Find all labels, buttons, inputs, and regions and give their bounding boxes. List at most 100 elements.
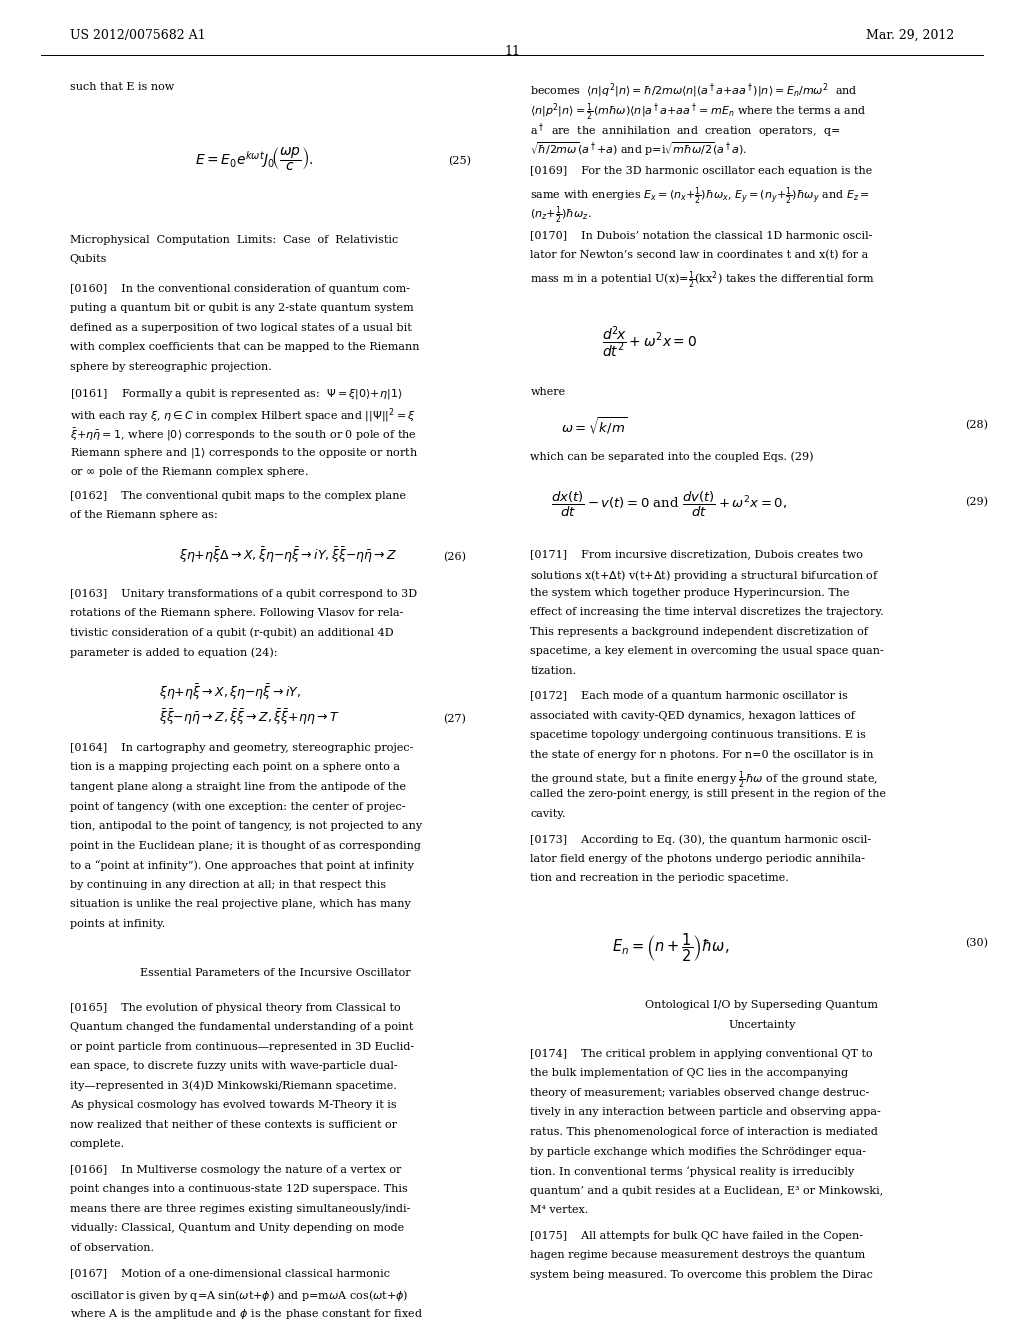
Text: points at infinity.: points at infinity. <box>70 919 165 929</box>
Text: [0163]    Unitary transformations of a qubit correspond to 3D: [0163] Unitary transformations of a qubi… <box>70 589 417 598</box>
Text: means there are three regimes existing simultaneously/indi-: means there are three regimes existing s… <box>70 1204 410 1214</box>
Text: [0160]    In the conventional consideration of quantum com-: [0160] In the conventional consideration… <box>70 284 410 294</box>
Text: with complex coefficients that can be mapped to the Riemann: with complex coefficients that can be ma… <box>70 342 419 352</box>
Text: [0161]    Formally a qubit is represented as:  $\Psi{=}\xi|0\rangle{+}\eta|1\ran: [0161] Formally a qubit is represented a… <box>70 387 402 401</box>
Text: such that E is now: such that E is now <box>70 82 174 92</box>
Text: where: where <box>530 387 565 396</box>
Text: Microphysical  Computation  Limits:  Case  of  Relativistic: Microphysical Computation Limits: Case o… <box>70 235 398 246</box>
Text: parameter is added to equation (24):: parameter is added to equation (24): <box>70 647 278 657</box>
Text: (27): (27) <box>443 714 466 725</box>
Text: oscillator is given by q=A sin($\omega$t+$\phi$) and p=m$\omega$A cos($\omega$t+: oscillator is given by q=A sin($\omega$t… <box>70 1288 408 1303</box>
Text: tangent plane along a straight line from the antipode of the: tangent plane along a straight line from… <box>70 781 406 792</box>
Text: [0166]    In Multiverse cosmology the nature of a vertex or: [0166] In Multiverse cosmology the natur… <box>70 1164 401 1175</box>
Text: Essential Parameters of the Incursive Oscillator: Essential Parameters of the Incursive Os… <box>140 968 411 978</box>
Text: (28): (28) <box>966 420 988 430</box>
Text: the system which together produce Hyperincursion. The: the system which together produce Hyperi… <box>530 587 850 598</box>
Text: Ontological I/O by Superseding Quantum: Ontological I/O by Superseding Quantum <box>645 1001 879 1010</box>
Text: [0174]    The critical problem in applying conventional QT to: [0174] The critical problem in applying … <box>530 1049 873 1059</box>
Text: tion. In conventional terms ‘physical reality is irreducibly: tion. In conventional terms ‘physical re… <box>530 1166 855 1177</box>
Text: now realized that neither of these contexts is sufficient or: now realized that neither of these conte… <box>70 1119 396 1130</box>
Text: lator field energy of the photons undergo periodic annihila-: lator field energy of the photons underg… <box>530 854 865 863</box>
Text: of observation.: of observation. <box>70 1243 154 1253</box>
Text: where A is the amplitude and $\phi$ is the phase constant for fixed: where A is the amplitude and $\phi$ is t… <box>70 1308 422 1320</box>
Text: or $\infty$ pole of the Riemann complex sphere.: or $\infty$ pole of the Riemann complex … <box>70 466 308 479</box>
Text: of the Riemann sphere as:: of the Riemann sphere as: <box>70 511 217 520</box>
Text: with each ray $\xi$, $\eta{\in}C$ in complex Hilbert space and $||\Psi||^2{=}\xi: with each ray $\xi$, $\eta{\in}C$ in com… <box>70 407 416 425</box>
Text: effect of increasing the time interval discretizes the trajectory.: effect of increasing the time interval d… <box>530 607 884 618</box>
Text: tion is a mapping projecting each point on a sphere onto a: tion is a mapping projecting each point … <box>70 763 399 772</box>
Text: [0171]    From incursive discretization, Dubois creates two: [0171] From incursive discretization, Du… <box>530 549 863 558</box>
Text: $\dfrac{dx(t)}{dt} - v(t) = 0$ and $\dfrac{dv(t)}{dt} + \omega^2 x = 0,$: $\dfrac{dx(t)}{dt} - v(t) = 0$ and $\dfr… <box>551 490 787 519</box>
Text: (30): (30) <box>966 939 988 949</box>
Text: point of tangency (with one exception: the center of projec-: point of tangency (with one exception: t… <box>70 801 406 812</box>
Text: [0162]    The conventional qubit maps to the complex plane: [0162] The conventional qubit maps to th… <box>70 491 406 500</box>
Text: system being measured. To overcome this problem the Dirac: system being measured. To overcome this … <box>530 1270 873 1279</box>
Text: (29): (29) <box>966 496 988 507</box>
Text: ratus. This phenomenological force of interaction is mediated: ratus. This phenomenological force of in… <box>530 1127 879 1137</box>
Text: lator for Newton’s second law in coordinates t and x(t) for a: lator for Newton’s second law in coordin… <box>530 249 868 260</box>
Text: a$^\dagger$  are  the  annihilation  and  creation  operators,  q=: a$^\dagger$ are the annihilation and cre… <box>530 121 841 140</box>
Text: called the zero-point energy, is still present in the region of the: called the zero-point energy, is still p… <box>530 789 887 799</box>
Text: point in the Euclidean plane; it is thought of as corresponding: point in the Euclidean plane; it is thou… <box>70 841 421 850</box>
Text: [0175]    All attempts for bulk QC have failed in the Copen-: [0175] All attempts for bulk QC have fai… <box>530 1230 863 1241</box>
Text: $(n_z{+}\frac{1}{2})\hbar\omega_z$.: $(n_z{+}\frac{1}{2})\hbar\omega_z$. <box>530 205 592 227</box>
Text: ean space, to discrete fuzzy units with wave-particle dual-: ean space, to discrete fuzzy units with … <box>70 1061 397 1072</box>
Text: Uncertainty: Uncertainty <box>728 1019 796 1030</box>
Text: solutions x(t+$\Delta$t) v(t+$\Delta$t) providing a structural bifurcation of: solutions x(t+$\Delta$t) v(t+$\Delta$t) … <box>530 569 880 583</box>
Text: puting a quantum bit or qubit is any 2-state quantum system: puting a quantum bit or qubit is any 2-s… <box>70 304 414 313</box>
Text: tization.: tization. <box>530 667 577 676</box>
Text: tivistic consideration of a qubit (r-qubit) an additional 4D: tivistic consideration of a qubit (r-qub… <box>70 627 393 638</box>
Text: $\xi\eta{+}\eta\bar{\xi}\Delta{\to}X,\bar{\xi}\eta{-}\eta\bar{\xi}{\to}iY,\bar{\: $\xi\eta{+}\eta\bar{\xi}\Delta{\to}X,\ba… <box>179 545 398 565</box>
Text: associated with cavity-QED dynamics, hexagon lattices of: associated with cavity-QED dynamics, hex… <box>530 711 855 721</box>
Text: complete.: complete. <box>70 1139 125 1150</box>
Text: ity—represented in 3(4)D Minkowski/Riemann spacetime.: ity—represented in 3(4)D Minkowski/Riema… <box>70 1081 396 1092</box>
Text: which can be separated into the coupled Eqs. (29): which can be separated into the coupled … <box>530 451 814 462</box>
Text: This represents a background independent discretization of: This represents a background independent… <box>530 627 868 636</box>
Text: Mar. 29, 2012: Mar. 29, 2012 <box>866 29 954 42</box>
Text: As physical cosmology has evolved towards M-Theory it is: As physical cosmology has evolved toward… <box>70 1101 396 1110</box>
Text: mass m in a potential U(x)=$\frac{1}{2}$(kx$^2$) takes the differential form: mass m in a potential U(x)=$\frac{1}{2}$… <box>530 269 876 290</box>
Text: [0169]    For the 3D harmonic oscillator each equation is the: [0169] For the 3D harmonic oscillator ea… <box>530 166 872 176</box>
Text: rotations of the Riemann sphere. Following Vlasov for rela-: rotations of the Riemann sphere. Followi… <box>70 609 403 618</box>
Text: [0173]    According to Eq. (30), the quantum harmonic oscil-: [0173] According to Eq. (30), the quantu… <box>530 834 871 845</box>
Text: $\omega{=}\sqrt{k/m}$: $\omega{=}\sqrt{k/m}$ <box>561 416 628 437</box>
Text: Riemann sphere and $|1\rangle$ corresponds to the opposite or north: Riemann sphere and $|1\rangle$ correspon… <box>70 446 418 459</box>
Text: Qubits: Qubits <box>70 255 106 264</box>
Text: to a “point at infinity”). One approaches that point at infinity: to a “point at infinity”). One approache… <box>70 861 414 871</box>
Text: [0167]    Motion of a one-dimensional classical harmonic: [0167] Motion of a one-dimensional class… <box>70 1269 389 1278</box>
Text: becomes  $\langle n|q^2|n\rangle {=}\hbar/2m\omega\langle n|(a^\dagger a{+}aa^\d: becomes $\langle n|q^2|n\rangle {=}\hbar… <box>530 82 858 100</box>
Text: [0170]    In Dubois’ notation the classical 1D harmonic oscil-: [0170] In Dubois’ notation the classical… <box>530 230 872 240</box>
Text: the bulk implementation of QC lies in the accompanying: the bulk implementation of QC lies in th… <box>530 1068 849 1078</box>
Text: point changes into a continuous-state 12D superspace. This: point changes into a continuous-state 12… <box>70 1184 408 1195</box>
Text: tion and recreation in the periodic spacetime.: tion and recreation in the periodic spac… <box>530 873 790 883</box>
Text: by continuing in any direction at all; in that respect this: by continuing in any direction at all; i… <box>70 879 386 890</box>
Text: M⁴ vertex.: M⁴ vertex. <box>530 1205 589 1216</box>
Text: by particle exchange which modifies the Schrödinger equa-: by particle exchange which modifies the … <box>530 1147 866 1156</box>
Text: tively in any interaction between particle and observing appa-: tively in any interaction between partic… <box>530 1107 882 1118</box>
Text: tion, antipodal to the point of tangency, is not projected to any: tion, antipodal to the point of tangency… <box>70 821 422 832</box>
Text: Quantum changed the fundamental understanding of a point: Quantum changed the fundamental understa… <box>70 1022 413 1032</box>
Text: [0172]    Each mode of a quantum harmonic oscillator is: [0172] Each mode of a quantum harmonic o… <box>530 692 848 701</box>
Text: sphere by stereographic projection.: sphere by stereographic projection. <box>70 362 271 372</box>
Text: or point particle from continuous—represented in 3D Euclid-: or point particle from continuous—repres… <box>70 1041 414 1052</box>
Text: situation is unlike the real projective plane, which has many: situation is unlike the real projective … <box>70 899 411 909</box>
Text: spacetime topology undergoing continuous transitions. E is: spacetime topology undergoing continuous… <box>530 730 866 741</box>
Text: vidually: Classical, Quantum and Unity depending on mode: vidually: Classical, Quantum and Unity d… <box>70 1224 403 1233</box>
Text: $\langle n|p^2|n\rangle {=}\frac{1}{2}(m\hbar\omega)\langle n|a^\dagger a{+}aa^\: $\langle n|p^2|n\rangle {=}\frac{1}{2}(m… <box>530 102 867 123</box>
Text: US 2012/0075682 A1: US 2012/0075682 A1 <box>70 29 205 42</box>
Text: 11: 11 <box>504 45 520 58</box>
Text: $\xi\eta{+}\eta\bar{\xi}{\to}X, \xi\eta{-}\eta\bar{\xi}{\to}iY,$: $\xi\eta{+}\eta\bar{\xi}{\to}X, \xi\eta{… <box>159 682 301 702</box>
Text: spacetime, a key element in overcoming the usual space quan-: spacetime, a key element in overcoming t… <box>530 647 884 656</box>
Text: $\sqrt{\hbar/2m\omega}(a^\dagger{+}a)$ and p=i$\sqrt{m\hbar\omega/2}(a^\dagger a: $\sqrt{\hbar/2m\omega}(a^\dagger{+}a)$ a… <box>530 140 748 158</box>
Text: $\bar{\xi}\bar{\xi}{-}\eta\bar{\eta}{\to}Z, \bar{\xi}\bar{\xi}{\to}Z, \bar{\xi}\: $\bar{\xi}\bar{\xi}{-}\eta\bar{\eta}{\to… <box>159 708 340 727</box>
Text: hagen regime because measurement destroys the quantum: hagen regime because measurement destroy… <box>530 1250 865 1261</box>
Text: [0164]    In cartography and geometry, stereographic projec-: [0164] In cartography and geometry, ster… <box>70 743 413 752</box>
Text: cavity.: cavity. <box>530 809 566 818</box>
Text: theory of measurement; variables observed change destruc-: theory of measurement; variables observe… <box>530 1088 869 1098</box>
Text: $E_n = \left(n + \dfrac{1}{2}\right)\hbar\omega,$: $E_n = \left(n + \dfrac{1}{2}\right)\hba… <box>612 932 730 964</box>
Text: defined as a superposition of two logical states of a usual bit: defined as a superposition of two logica… <box>70 323 412 333</box>
Text: $E = E_0 e^{k\omega t} J_0\!\left(\dfrac{\omega p}{c}\right).$: $E = E_0 e^{k\omega t} J_0\!\left(\dfrac… <box>195 145 313 173</box>
Text: the ground state, but a finite energy $\frac{1}{2}\hbar\omega$ of the ground sta: the ground state, but a finite energy $\… <box>530 770 879 791</box>
Text: [0165]    The evolution of physical theory from Classical to: [0165] The evolution of physical theory … <box>70 1003 400 1012</box>
Text: $\dfrac{d^2\!x}{dt^2} + \omega^2 x = 0$: $\dfrac{d^2\!x}{dt^2} + \omega^2 x = 0$ <box>602 325 697 359</box>
